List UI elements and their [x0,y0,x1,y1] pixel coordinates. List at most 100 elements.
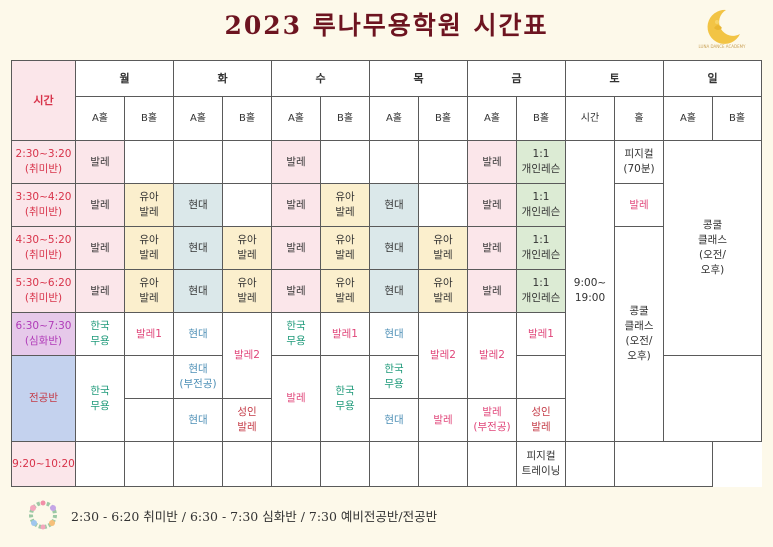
class-cell: 발레 [75,269,125,313]
class-cell: 발레 [271,226,321,270]
hall-a: A홀 [173,96,223,141]
hall-b: B홀 [418,96,468,141]
class-cell: 발레2 [418,312,468,399]
class-cell: 유아 발레 [320,269,370,313]
time-slot: 2:30~3:20 (취미반) [11,140,76,184]
hall-b: B홀 [516,96,566,141]
hall-b: B홀 [320,96,370,141]
time-slot: 3:30~4:20 (취미반) [11,183,76,227]
sat-time-header: 시간 [565,96,615,141]
sat-time-range: 9:00~ 19:00 [565,140,615,442]
hall-b: B홀 [222,96,272,141]
empty-cell [124,355,174,399]
time-slot: 4:30~5:20 (취미반) [11,226,76,270]
empty-cell [75,441,125,487]
class-cell: 성인 발레 [222,398,272,442]
sun-concours: 콩쿨 클래스 (오전/ 오후) [663,140,762,356]
class-cell: 1:1 개인레슨 [516,269,566,313]
time-slot: 6:30~7:30 (심화반) [11,312,76,356]
empty-cell [467,441,517,487]
empty-cell [369,140,419,184]
hall-a: A홀 [271,96,321,141]
class-cell: 현대 [369,312,419,356]
empty-cell [320,140,370,184]
hall-a: A홀 [75,96,125,141]
class-cell: 유아 발레 [418,269,468,313]
class-cell: 발레 (부전공) [467,398,517,442]
empty-cell [516,355,566,399]
timetable: 시간 월 화 수 목 금 토 일 A홀 B홀 A홀 B홀 A홀 B홀 A홀 B홀… [11,60,762,487]
time-slot: 9:20~10:20 [11,441,76,487]
flower-wreath-icon [29,500,57,530]
empty-cell [173,441,223,487]
class-cell: 유아 발레 [320,183,370,227]
day-tue: 화 [173,60,272,97]
sat-ballet: 발레 [614,183,664,227]
class-cell: 발레2 [467,312,517,399]
class-cell: 발레 [271,355,321,442]
empty-cell [173,140,223,184]
hall-a: A홀 [369,96,419,141]
day-sun: 일 [663,60,762,97]
class-cell: 유아 발레 [124,269,174,313]
class-cell: 발레1 [516,312,566,356]
moon-logo-icon [707,9,740,44]
class-cell: 발레 [271,269,321,313]
footer-legend: 2:30 - 6:20 취미반 / 6:30 - 7:30 심화반 / 7:30… [71,509,438,524]
empty-cell [271,441,321,487]
class-cell: 현대 [173,226,223,270]
day-fri: 금 [467,60,566,97]
empty-cell [124,441,174,487]
empty-cell [418,183,468,227]
class-cell: 한국 무용 [320,355,370,442]
class-cell: 현대 [173,269,223,313]
class-cell: 1:1 개인레슨 [516,226,566,270]
hall-b: B홀 [124,96,174,141]
class-cell: 유아 발레 [124,183,174,227]
sat-concours: 콩쿨 클래스 (오전/ 오후) [614,226,664,442]
class-cell: 현대 [173,398,223,442]
empty-cell [222,140,272,184]
class-cell: 현대 [369,269,419,313]
sat-empty [565,441,615,487]
empty-cell [222,441,272,487]
class-cell: 발레2 [222,312,272,399]
empty-cell [369,441,419,487]
class-cell: 현대 [369,226,419,270]
class-cell: 유아 발레 [222,226,272,270]
class-cell: 발레 [467,183,517,227]
class-cell: 발레1 [124,312,174,356]
class-cell: 현대 [369,183,419,227]
class-cell: 현대 [173,312,223,356]
class-cell: 피지컬 트레이닝 [516,441,566,487]
empty-cell [418,140,468,184]
empty-cell [222,183,272,227]
time-slot: 전공반 [11,355,76,442]
class-cell: 발레 [75,183,125,227]
class-cell: 한국 무용 [75,312,125,356]
class-cell: 현대 [369,398,419,442]
empty-cell [418,441,468,487]
empty-cell [124,398,174,442]
sun-empty [663,355,762,442]
class-cell: 발레 [271,140,321,184]
class-cell: 현대 (부전공) [173,355,223,399]
class-cell: 성인 발레 [516,398,566,442]
empty-cell [124,140,174,184]
class-cell: 유아 발레 [222,269,272,313]
class-cell: 발레 [271,183,321,227]
page-title: 2023 루나무용학원 시간표 [224,11,549,40]
hall-b: B홀 [712,96,762,141]
class-cell: 발레 [75,140,125,184]
class-cell: 발레 [75,226,125,270]
hall-a: A홀 [467,96,517,141]
day-wed: 수 [271,60,370,97]
sun-empty [614,441,713,487]
day-thu: 목 [369,60,468,97]
class-cell: 한국 무용 [271,312,321,356]
hall-a: A홀 [663,96,713,141]
class-cell: 1:1 개인레슨 [516,183,566,227]
time-header: 시간 [11,60,76,141]
empty-cell [320,441,370,487]
class-cell: 유아 발레 [418,226,468,270]
